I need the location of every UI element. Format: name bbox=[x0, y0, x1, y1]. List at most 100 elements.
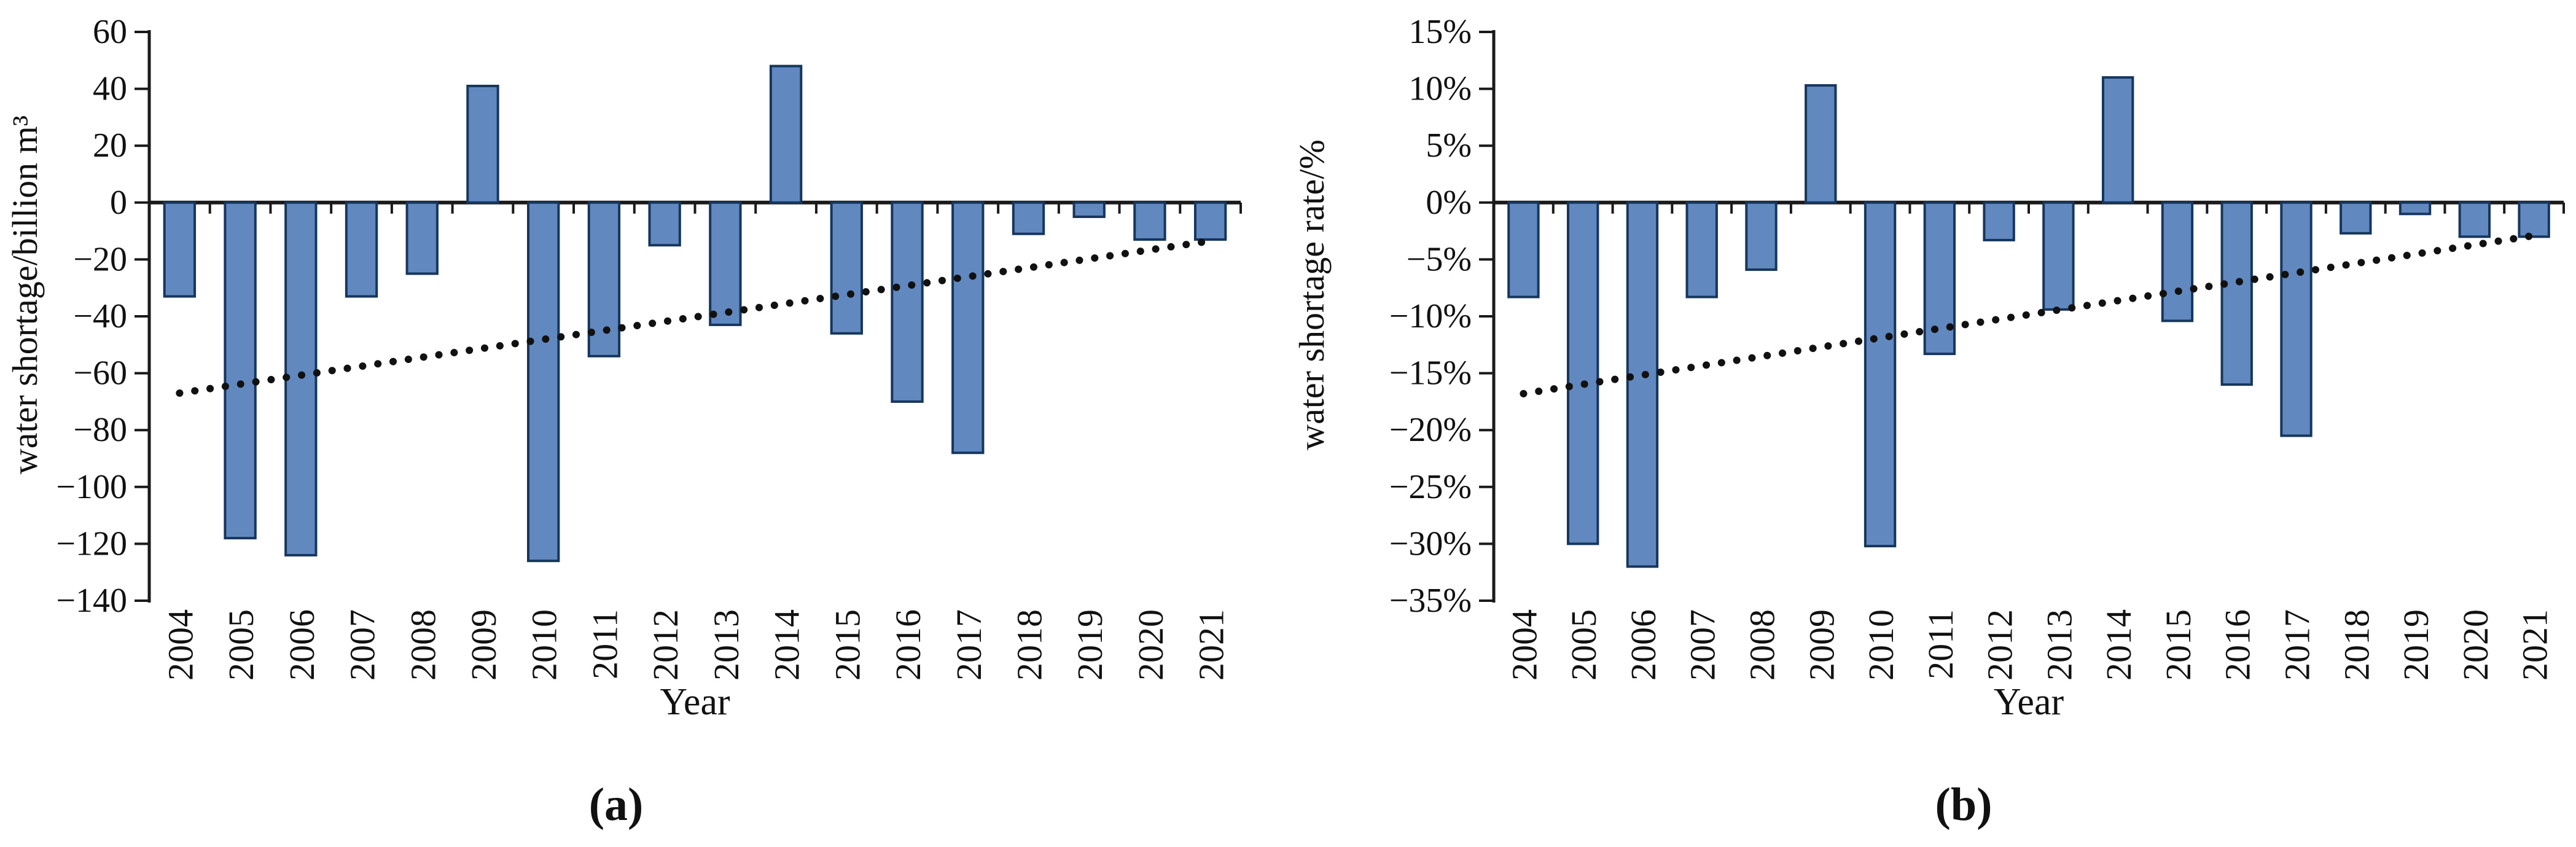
year-label: 2007 bbox=[343, 609, 383, 681]
bar-2013 bbox=[709, 201, 742, 326]
bar-2010 bbox=[1864, 201, 1897, 548]
year-label: 2014 bbox=[767, 609, 807, 681]
year-label: 2020 bbox=[1131, 609, 1171, 681]
year-label: 2021 bbox=[1192, 609, 1231, 681]
bar-2005 bbox=[224, 201, 257, 540]
bar-2004 bbox=[1507, 201, 1540, 299]
bar-2015 bbox=[830, 201, 863, 335]
bar-2021 bbox=[1193, 201, 1227, 241]
bar-2017 bbox=[951, 201, 985, 455]
year-label: 2018 bbox=[1009, 609, 1049, 681]
year-label: 2019 bbox=[1070, 609, 1110, 681]
year-label: 2012 bbox=[646, 609, 685, 681]
y-tick-label: 20 bbox=[93, 127, 127, 165]
chart-a: 60 40 20 0 −20 −40 −60 −80 −100 −120 −140 2004 2005 2… bbox=[5, 13, 1242, 830]
year-label: 2005 bbox=[221, 609, 261, 681]
year-label: 2010 bbox=[525, 609, 564, 681]
year-label: 2019 bbox=[2396, 609, 2436, 681]
bar-2013 bbox=[2042, 201, 2075, 311]
y-tick-label: −100 bbox=[56, 468, 127, 506]
year-label: 2009 bbox=[1801, 609, 1841, 681]
trend-line bbox=[176, 237, 1214, 397]
bar-2019 bbox=[1072, 201, 1106, 218]
bar-2015 bbox=[2161, 201, 2194, 322]
chart-b: 15% 10% 5% 0% −5% −10% −15% −20% −25% −30% −35% 200… bbox=[1292, 13, 2565, 830]
year-label: 2013 bbox=[2039, 609, 2079, 681]
y-tick-label: 0 bbox=[110, 184, 127, 222]
year-label: 2011 bbox=[585, 609, 625, 679]
y-tick-label: −25% bbox=[1389, 468, 1472, 506]
y-tick-label: −10% bbox=[1389, 297, 1472, 335]
year-label: 2013 bbox=[706, 609, 746, 681]
bar-2017 bbox=[2280, 201, 2313, 437]
year-label: 2012 bbox=[1980, 609, 2020, 681]
y-tick-label: 40 bbox=[93, 70, 127, 108]
y-axis-title: water shortage rate/% bbox=[1292, 139, 1332, 450]
bar-2020 bbox=[1133, 201, 1166, 241]
y-tick-label: −80 bbox=[73, 411, 127, 449]
year-label: 2007 bbox=[1683, 609, 1723, 681]
y-tick-label: 15% bbox=[1408, 13, 1472, 51]
y-tick-label: 0% bbox=[1426, 184, 1472, 222]
year-label: 2021 bbox=[2515, 609, 2555, 681]
year-label: 2004 bbox=[1504, 609, 1544, 681]
x-axis-title: Year bbox=[1994, 681, 2064, 723]
bar-2011 bbox=[1923, 201, 1956, 356]
bar-2021 bbox=[2518, 201, 2550, 238]
bar-2004 bbox=[163, 201, 197, 298]
year-label: 2014 bbox=[2099, 609, 2139, 681]
y-tick-label: −140 bbox=[56, 582, 127, 620]
y-tick-label: −5% bbox=[1407, 240, 1472, 278]
bar-2009 bbox=[466, 84, 499, 204]
year-label: 2005 bbox=[1564, 609, 1604, 681]
bar-2006 bbox=[1626, 201, 1659, 568]
year-label: 2008 bbox=[1743, 609, 1782, 681]
bar-2014 bbox=[769, 64, 803, 204]
year-label: 2004 bbox=[160, 609, 200, 681]
y-tick-label: 60 bbox=[93, 13, 127, 51]
bar-2020 bbox=[2458, 201, 2491, 238]
bar-2007 bbox=[345, 201, 378, 298]
year-label: 2017 bbox=[949, 609, 989, 681]
y-tick-label: −40 bbox=[73, 297, 127, 335]
x-axis-title: Year bbox=[660, 681, 730, 723]
bar-2018 bbox=[2340, 201, 2372, 235]
year-label: 2018 bbox=[2336, 609, 2376, 681]
bar-2012 bbox=[648, 201, 681, 247]
year-label: 2020 bbox=[2456, 609, 2496, 681]
bar-2006 bbox=[284, 201, 318, 556]
bar-2016 bbox=[891, 201, 924, 403]
y-tick-label: −60 bbox=[73, 354, 127, 392]
panel-b: 15% 10% 5% 0% −5% −10% −15% −20% −25% −30% −35% 200… bbox=[1288, 0, 2576, 847]
y-axis-title: water shortage/billion m³ bbox=[5, 115, 45, 474]
y-tick-label: −35% bbox=[1389, 582, 1472, 620]
year-label: 2016 bbox=[888, 609, 928, 681]
trend-line bbox=[1520, 232, 2538, 397]
y-tick-label: 5% bbox=[1426, 127, 1472, 165]
year-label: 2017 bbox=[2277, 609, 2317, 681]
bar-2018 bbox=[1012, 201, 1045, 235]
bar-2016 bbox=[2220, 201, 2253, 386]
y-tick-label: −20 bbox=[73, 240, 127, 278]
y-tick-label: 10% bbox=[1408, 70, 1472, 108]
y-tick-label: −30% bbox=[1389, 525, 1472, 563]
bar-2005 bbox=[1566, 201, 1599, 545]
year-label: 2008 bbox=[403, 609, 443, 681]
year-label: 2015 bbox=[2158, 609, 2198, 681]
year-label: 2009 bbox=[464, 609, 504, 681]
year-label: 2015 bbox=[827, 609, 867, 681]
bar-2019 bbox=[2398, 201, 2432, 216]
panel-caption: (b) bbox=[1935, 779, 1992, 830]
panel-caption: (a) bbox=[589, 779, 644, 830]
bar-2007 bbox=[1685, 201, 1718, 299]
bar-2008 bbox=[1745, 201, 1778, 271]
bar-2008 bbox=[405, 201, 439, 275]
year-label: 2010 bbox=[1861, 609, 1901, 681]
bar-2012 bbox=[1983, 201, 2015, 241]
y-tick-label: −15% bbox=[1389, 354, 1472, 392]
y-tick-label: −20% bbox=[1389, 411, 1472, 449]
bar-2010 bbox=[527, 201, 560, 563]
year-label: 2006 bbox=[282, 609, 322, 681]
year-label: 2016 bbox=[2218, 609, 2258, 681]
